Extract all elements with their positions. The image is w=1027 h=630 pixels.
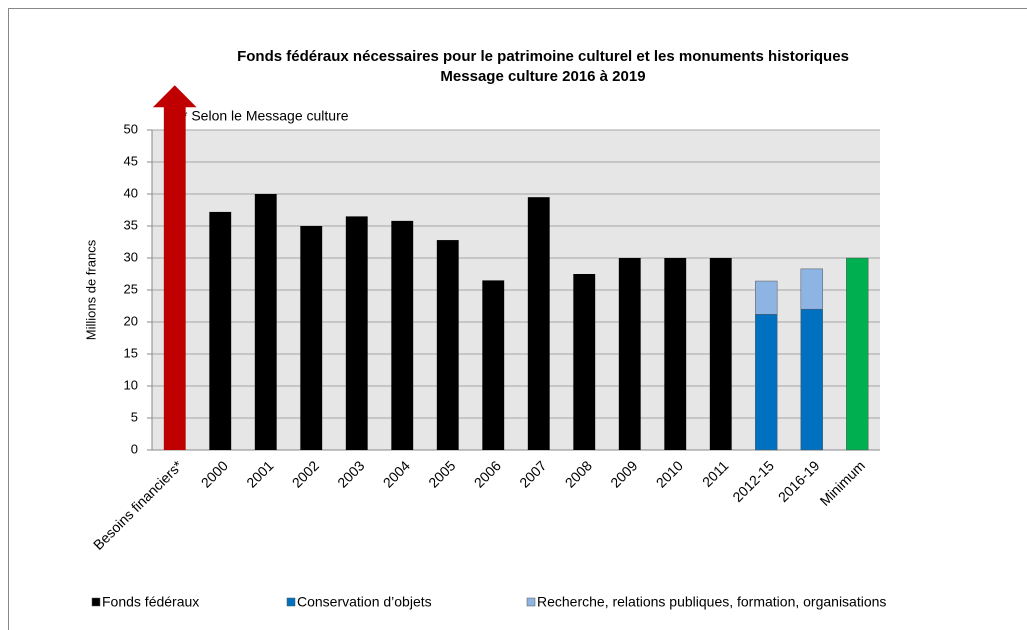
y-tick-label: 25 bbox=[124, 281, 138, 296]
bar bbox=[527, 197, 550, 450]
legend-label: Conservation d’objets bbox=[297, 594, 432, 610]
bar bbox=[345, 216, 368, 450]
y-axis-label: Millions de francs bbox=[83, 239, 98, 340]
y-tick-label: 30 bbox=[124, 249, 138, 264]
bar bbox=[618, 258, 641, 450]
bar bbox=[573, 274, 596, 450]
bar bbox=[755, 314, 778, 451]
y-tick-label: 10 bbox=[124, 377, 138, 392]
bar bbox=[209, 211, 232, 450]
bar bbox=[709, 258, 732, 450]
legend-swatch bbox=[286, 597, 296, 607]
y-tick-label: 20 bbox=[124, 313, 138, 328]
y-tick-label: 5 bbox=[131, 409, 138, 424]
bar bbox=[391, 220, 414, 450]
chart-subtitle: Message culture 2016 à 2019 bbox=[440, 68, 645, 85]
y-tick-label: 0 bbox=[131, 441, 138, 456]
y-tick-label: 40 bbox=[124, 185, 138, 200]
y-tick-label: 15 bbox=[124, 345, 138, 360]
bar bbox=[664, 258, 687, 450]
legend-swatch bbox=[526, 597, 536, 607]
bar bbox=[755, 280, 778, 315]
bar bbox=[436, 240, 459, 450]
annotation: * Selon le Message culture bbox=[182, 108, 349, 124]
bar bbox=[846, 257, 869, 451]
arrow-bar bbox=[152, 85, 197, 450]
y-tick-label: 45 bbox=[124, 153, 138, 168]
legend-swatch bbox=[91, 597, 101, 607]
legend-label: Fonds fédéraux bbox=[102, 594, 199, 610]
legend-label: Recherche, relations publiques, formatio… bbox=[537, 594, 886, 610]
bar bbox=[800, 308, 823, 451]
y-tick-label: 50 bbox=[124, 121, 138, 136]
bar bbox=[800, 268, 823, 310]
bar bbox=[482, 280, 505, 450]
y-tick-label: 35 bbox=[124, 217, 138, 232]
bar bbox=[300, 226, 323, 450]
chart-title: Fonds fédéraux nécessaires pour le patri… bbox=[237, 48, 849, 65]
bar bbox=[254, 194, 277, 450]
